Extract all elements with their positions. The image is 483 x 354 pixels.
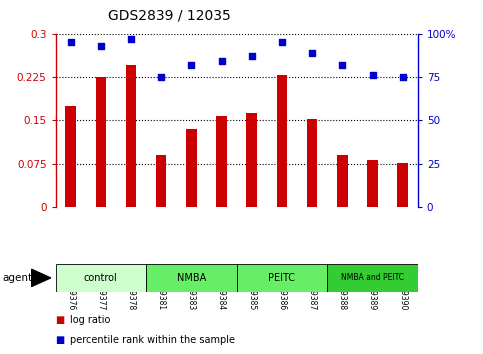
Point bbox=[157, 74, 165, 80]
Text: GSM159387: GSM159387 bbox=[308, 264, 317, 310]
Text: agent: agent bbox=[2, 273, 32, 283]
Point bbox=[187, 62, 195, 68]
Point bbox=[67, 40, 74, 45]
Bar bbox=[156, 155, 167, 207]
Text: GSM159381: GSM159381 bbox=[156, 264, 166, 310]
Point bbox=[248, 53, 256, 59]
Text: GSM159386: GSM159386 bbox=[277, 264, 286, 310]
Point bbox=[218, 58, 226, 64]
Point bbox=[127, 36, 135, 42]
Point bbox=[308, 50, 316, 56]
Bar bbox=[398, 163, 408, 207]
Bar bbox=[126, 65, 136, 207]
Bar bbox=[307, 119, 317, 207]
Text: percentile rank within the sample: percentile rank within the sample bbox=[70, 335, 235, 345]
Bar bbox=[277, 75, 287, 207]
Text: log ratio: log ratio bbox=[70, 315, 111, 325]
Text: GDS2839 / 12035: GDS2839 / 12035 bbox=[108, 9, 230, 23]
Text: ■: ■ bbox=[56, 315, 65, 325]
Text: GSM159378: GSM159378 bbox=[127, 264, 136, 310]
Text: control: control bbox=[84, 273, 118, 283]
Point bbox=[339, 62, 346, 68]
Text: ■: ■ bbox=[56, 335, 65, 345]
Text: GSM159389: GSM159389 bbox=[368, 264, 377, 310]
Bar bbox=[246, 113, 257, 207]
Bar bbox=[237, 264, 327, 292]
Text: NMBA and PEITC: NMBA and PEITC bbox=[341, 273, 404, 282]
Bar bbox=[96, 77, 106, 207]
Bar bbox=[327, 264, 418, 292]
Point bbox=[399, 74, 407, 80]
Text: GSM159384: GSM159384 bbox=[217, 264, 226, 310]
Text: PEITC: PEITC bbox=[269, 273, 296, 283]
Bar bbox=[216, 116, 227, 207]
Bar bbox=[146, 264, 237, 292]
Bar bbox=[65, 106, 76, 207]
Point bbox=[278, 40, 286, 45]
Text: GSM159376: GSM159376 bbox=[66, 264, 75, 310]
Text: GSM159383: GSM159383 bbox=[187, 264, 196, 310]
Bar bbox=[367, 160, 378, 207]
Text: GSM159390: GSM159390 bbox=[398, 264, 407, 310]
Bar bbox=[56, 264, 146, 292]
Point bbox=[369, 73, 376, 78]
Bar bbox=[186, 129, 197, 207]
Text: GSM159377: GSM159377 bbox=[96, 264, 105, 310]
Bar bbox=[337, 155, 348, 207]
Polygon shape bbox=[31, 269, 51, 287]
Text: NMBA: NMBA bbox=[177, 273, 206, 283]
Text: GSM159388: GSM159388 bbox=[338, 264, 347, 310]
Text: GSM159385: GSM159385 bbox=[247, 264, 256, 310]
Point bbox=[97, 43, 105, 48]
